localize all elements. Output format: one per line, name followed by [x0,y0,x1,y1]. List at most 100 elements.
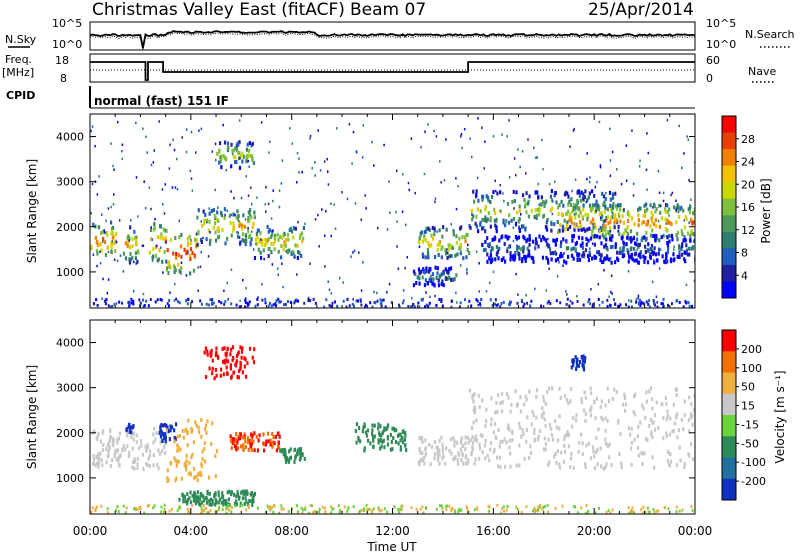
power-cell [486,243,490,248]
velocity-cell [444,461,447,466]
velocity-cell [231,358,234,363]
velocity-cell [546,390,549,395]
velocity-cell [675,463,678,468]
power-cell [92,222,95,227]
velocity-cell [570,424,574,429]
power-cell [637,213,640,218]
velocity-cell [574,355,577,360]
velocity-cell [244,495,247,500]
colorbar-tick-label: -50 [741,437,759,450]
power-cell [376,299,379,303]
cpid-text: normal (fast) 151 IF [94,94,229,108]
velocity-cell [223,359,226,364]
velocity-cell [452,436,455,441]
velocity-cell [617,420,620,425]
power-cell [106,291,109,295]
power-cell [528,237,532,242]
power-cell [277,267,279,270]
power-cell [527,214,531,219]
power-cell [548,182,551,186]
power-cell [264,237,267,242]
velocity-cell [217,500,220,505]
power-cell [649,247,652,252]
velocity-x-ticks [89,320,696,514]
power-cell [574,215,577,220]
velocity-cell [178,433,181,438]
velocity-cell [473,508,476,512]
velocity-cell [662,416,665,421]
velocity-cell [246,502,250,507]
velocity-cell [566,430,569,435]
velocity-cell [206,349,209,354]
power-cell [464,235,467,240]
velocity-cell [367,507,370,511]
power-cell [635,297,638,301]
power-cell [470,208,473,213]
power-cell [635,300,638,304]
power-cell [196,215,199,220]
velocity-cell [271,440,274,445]
power-data-cells [90,117,695,308]
velocity-cell [469,437,472,442]
power-cell [105,298,108,302]
velocity-cell [593,399,596,404]
power-cell [617,212,620,217]
power-cell [319,169,322,172]
velocity-cell [521,428,524,433]
velocity-cell [378,509,381,513]
power-cell [683,152,685,155]
power-cell [526,301,529,305]
power-cell [506,135,508,138]
power-cell [246,142,249,147]
velocity-cell [229,364,232,369]
power-cell [495,252,499,257]
power-cell [499,209,501,213]
power-cell [646,188,648,191]
velocity-cell [331,507,334,511]
velocity-cell [239,432,243,437]
power-cell [513,199,516,204]
power-cell [661,254,664,259]
power-cell [418,236,421,241]
power-cell [166,248,169,253]
velocity-cell [623,408,627,413]
power-cell [386,291,388,294]
power-cell [614,213,617,218]
colorbar-tick-label: 200 [741,343,762,356]
power-cell [417,267,421,272]
velocity-cell [267,431,270,436]
velocity-cell [237,496,241,501]
velocity-cell [281,448,284,453]
power-cell [324,265,326,268]
power-cell [658,224,662,229]
power-cell [181,136,183,139]
velocity-cell [231,345,235,350]
velocity-cell [235,494,238,499]
velocity-cell [520,434,523,439]
velocity-cell [475,418,478,423]
velocity-cell [187,471,191,476]
power-cell [207,228,211,233]
y-tick-label: 1000 [56,266,84,279]
power-cell [304,222,306,226]
power-cell [563,218,566,223]
velocity-cell [386,510,389,514]
power-cell [481,217,484,222]
power-cell [653,246,656,251]
power-cell [199,237,203,242]
power-cell [314,217,317,221]
power-cell [100,231,103,236]
power-cell [111,240,114,243]
colorbar-segment [722,330,736,352]
power-cell [534,237,538,242]
power-cell [522,249,525,254]
power-cell [574,247,577,252]
power-cell [513,255,517,260]
power-cell [676,299,679,303]
power-cell [314,160,316,164]
power-cell [238,223,241,228]
power-cell [512,226,515,229]
velocity-cell [135,440,138,445]
power-cell [489,215,492,220]
velocity-cell [551,386,554,391]
